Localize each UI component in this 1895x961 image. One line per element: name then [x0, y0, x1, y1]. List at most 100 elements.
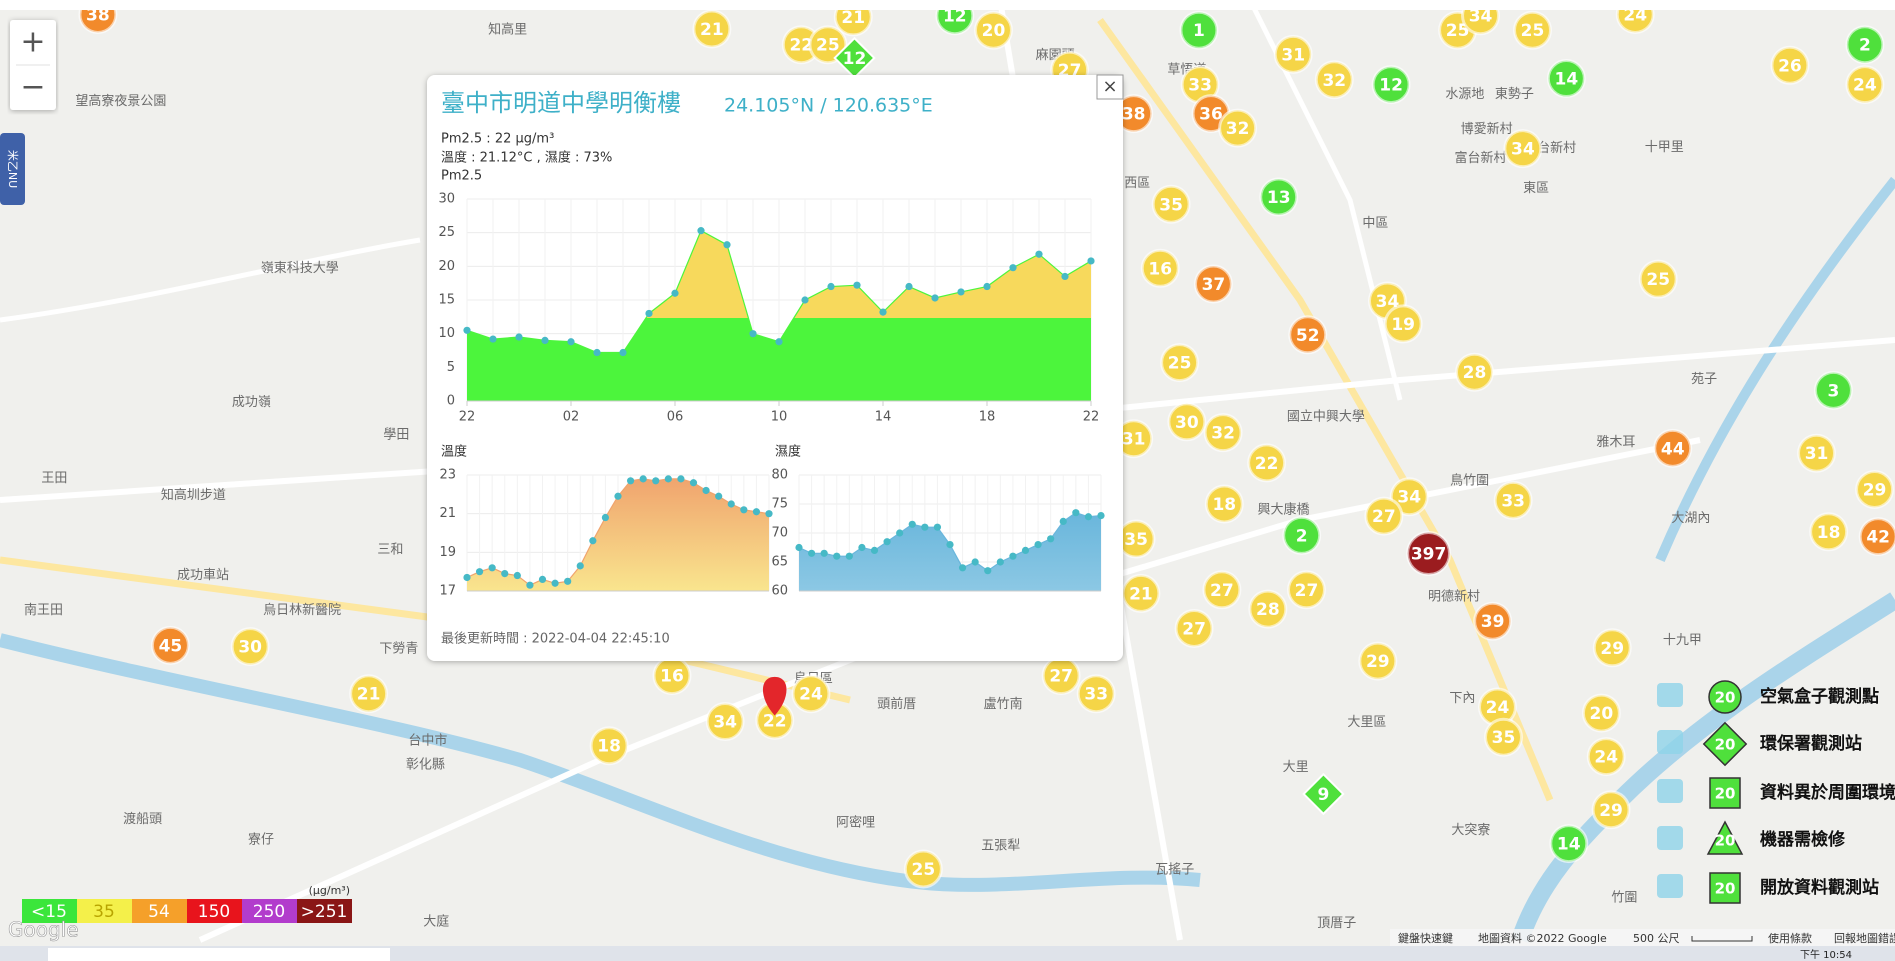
- marker-circle[interactable]: [1586, 737, 1626, 777]
- marker-value: 9: [1317, 785, 1329, 805]
- footer-distance: 500 公尺: [1633, 932, 1680, 945]
- marker-circle[interactable]: [1549, 824, 1589, 864]
- legend-icon: [1702, 721, 1748, 767]
- marker-circle[interactable]: [1473, 601, 1513, 641]
- marker-circle[interactable]: [1358, 641, 1398, 681]
- marker-circle[interactable]: [1845, 25, 1885, 65]
- place-label: 知高里: [488, 22, 527, 38]
- marker-circle[interactable]: [1591, 790, 1631, 830]
- close-button[interactable]: [1096, 74, 1124, 100]
- marker-circle[interactable]: [1855, 469, 1895, 509]
- marker-circle[interactable]: [1546, 59, 1586, 99]
- marker-circle[interactable]: [1797, 433, 1837, 473]
- marker-circle[interactable]: [1383, 304, 1423, 344]
- marker-circle[interactable]: [1160, 343, 1200, 383]
- footer-report[interactable]: 回報地圖錯誤: [1834, 931, 1895, 945]
- place-label: 竹圍: [1611, 890, 1637, 905]
- x-tick-label: 18: [979, 410, 996, 425]
- marker-circle[interactable]: [1167, 402, 1207, 442]
- marker-circle[interactable]: [1653, 428, 1693, 468]
- marker-circle[interactable]: [1406, 531, 1452, 577]
- marker-value: 27: [1295, 581, 1319, 601]
- marker-circle[interactable]: [808, 25, 848, 65]
- footer-terms[interactable]: 使用條款: [1768, 931, 1812, 945]
- marker-circle[interactable]: [1202, 570, 1242, 610]
- data-point: [614, 492, 622, 500]
- data-point: [870, 546, 879, 555]
- marker-circle[interactable]: [1314, 60, 1354, 100]
- data-point: [664, 475, 672, 483]
- legend-icon-value: 20: [1715, 832, 1736, 850]
- chart-title: 濕度: [775, 444, 801, 460]
- place-label: 東勢子: [1495, 86, 1534, 102]
- place-label: 十甲里: [1645, 140, 1684, 155]
- marker-circle[interactable]: [230, 627, 270, 667]
- marker-circle[interactable]: [1204, 484, 1244, 524]
- marker-circle[interactable]: [1513, 10, 1553, 50]
- marker-circle[interactable]: [1845, 65, 1885, 105]
- marker-circle[interactable]: [1193, 264, 1233, 304]
- marker-circle[interactable]: [1483, 717, 1523, 757]
- zoom-in[interactable]: +: [20, 25, 45, 60]
- footer-map-data: 地圖資料 ©2022 Google: [1478, 931, 1607, 945]
- marker-circle[interactable]: [1259, 177, 1299, 217]
- marker-circle[interactable]: [1179, 10, 1219, 50]
- marker-diamond[interactable]: [833, 36, 876, 80]
- data-point: [752, 508, 761, 516]
- marker-circle[interactable]: [1151, 184, 1191, 224]
- marker-circle[interactable]: [589, 726, 629, 766]
- zoom-out[interactable]: −: [20, 70, 45, 105]
- marker-circle[interactable]: [1364, 496, 1404, 536]
- marker-value: 24: [1853, 76, 1877, 96]
- marker-circle[interactable]: [1247, 443, 1287, 483]
- marker-circle[interactable]: [1218, 108, 1258, 148]
- side-tab-label[interactable]: 米乙NU: [6, 150, 19, 188]
- marker-circle[interactable]: [1140, 248, 1180, 288]
- marker-circle[interactable]: [1076, 674, 1116, 714]
- marker-circle[interactable]: [1638, 259, 1678, 299]
- marker-circle[interactable]: [1248, 589, 1288, 629]
- close-icon[interactable]: ×: [1102, 76, 1117, 97]
- marker-circle[interactable]: [1371, 65, 1411, 105]
- marker-circle[interactable]: [1809, 512, 1849, 552]
- marker-value: 29: [1366, 652, 1390, 672]
- marker-circle[interactable]: [1581, 693, 1621, 733]
- marker-circle[interactable]: [1288, 315, 1328, 355]
- marker-circle[interactable]: [1813, 370, 1853, 410]
- place-label: 嶺東科技大學: [261, 260, 339, 276]
- marker-circle[interactable]: [150, 625, 190, 665]
- marker-value: 16: [660, 667, 684, 687]
- scale-cell: [22, 899, 77, 923]
- marker-circle[interactable]: [1493, 480, 1533, 520]
- footer-shortcuts[interactable]: 鍵盤快速鍵: [1398, 931, 1453, 945]
- marker-circle[interactable]: [1286, 570, 1326, 610]
- marker-circle[interactable]: [349, 674, 389, 714]
- marker-value: 14: [1555, 70, 1579, 90]
- taskbar-search[interactable]: [48, 948, 390, 961]
- marker-circle[interactable]: [1454, 352, 1494, 392]
- side-tab[interactable]: [0, 133, 25, 205]
- marker-circle[interactable]: [1203, 413, 1243, 453]
- marker-circle[interactable]: [1282, 515, 1322, 555]
- marker-circle[interactable]: [705, 702, 745, 742]
- marker-circle[interactable]: [791, 674, 831, 714]
- marker-circle[interactable]: [1858, 517, 1895, 557]
- marker-circle[interactable]: [973, 10, 1013, 50]
- marker-circle[interactable]: [903, 849, 943, 889]
- area-fill: [467, 478, 769, 591]
- marker-circle[interactable]: [1770, 45, 1810, 85]
- marker-circle[interactable]: [1503, 129, 1543, 169]
- color-scale: <15 35 54 150 250 >251 (μg/m³): [22, 884, 352, 923]
- marker-diamond[interactable]: [1302, 772, 1345, 816]
- marker-circle[interactable]: [1592, 628, 1632, 668]
- place-label: 成功車站: [177, 568, 229, 583]
- legend-icon-value: 20: [1715, 880, 1736, 898]
- place-label: 西區: [1124, 176, 1150, 191]
- marker-circle[interactable]: [1273, 34, 1313, 74]
- marker-circle[interactable]: [692, 9, 732, 49]
- data-point: [727, 500, 735, 508]
- marker-value: 24: [1594, 748, 1618, 768]
- place-label: 下內: [1449, 691, 1475, 706]
- scale-unit: (μg/m³): [309, 884, 350, 897]
- marker-circle[interactable]: [1174, 608, 1214, 648]
